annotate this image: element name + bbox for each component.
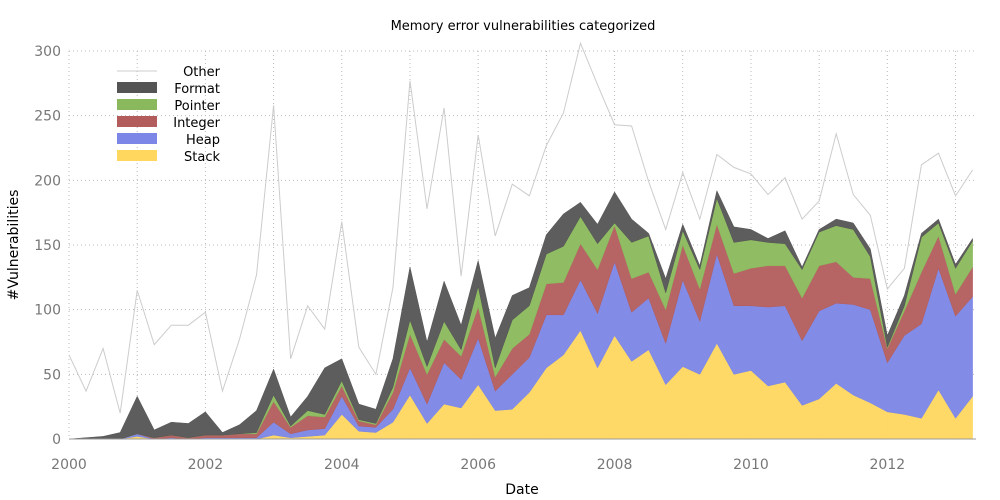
- y-tick-label: 300: [34, 44, 61, 60]
- legend-label-pointer: Pointer: [174, 99, 220, 114]
- x-tick-label: 2006: [460, 457, 496, 473]
- legend: Other Format Pointer Integer Heap Stack: [117, 65, 221, 165]
- y-axis-title: #Vulnerabilities: [6, 190, 22, 301]
- x-axis-title: Date: [505, 482, 538, 498]
- legend-swatch-integer: [117, 116, 157, 127]
- legend-label-stack: Stack: [184, 150, 220, 165]
- series-lines: [68, 41, 974, 414]
- legend-label-format: Format: [174, 82, 220, 97]
- y-tick-label: 150: [34, 238, 61, 254]
- legend-swatch-pointer: [117, 99, 157, 110]
- legend-swatch-format: [117, 82, 157, 93]
- series-other-line: [68, 41, 974, 414]
- legend-swatch-heap: [117, 133, 157, 144]
- legend-label-heap: Heap: [186, 133, 220, 148]
- y-tick-label: 0: [52, 432, 61, 448]
- y-tick-label: 250: [34, 109, 61, 125]
- x-tick-label: 2008: [597, 457, 633, 473]
- tick-labels: 0 50 100 150 200 250 300 2000 2002 2004 2006 2008 20…: [34, 44, 905, 473]
- legend-swatch-stack: [117, 150, 157, 161]
- x-tick-label: 2012: [870, 457, 906, 473]
- grid: [68, 50, 976, 440]
- x-tick-label: 2010: [733, 457, 769, 473]
- x-tick-label: 2002: [188, 457, 224, 473]
- series-areas: [68, 189, 973, 440]
- x-tick-label: 2004: [324, 457, 360, 473]
- series-format-area: [68, 189, 973, 440]
- x-tick-label: 2000: [51, 457, 87, 473]
- y-tick-label: 200: [34, 173, 61, 189]
- legend-label-integer: Integer: [173, 116, 220, 131]
- y-tick-label: 50: [43, 367, 61, 383]
- chart-title: Memory error vulnerabilities categorized: [391, 19, 656, 34]
- y-tick-label: 100: [34, 303, 61, 319]
- legend-label-other: Other: [183, 65, 221, 80]
